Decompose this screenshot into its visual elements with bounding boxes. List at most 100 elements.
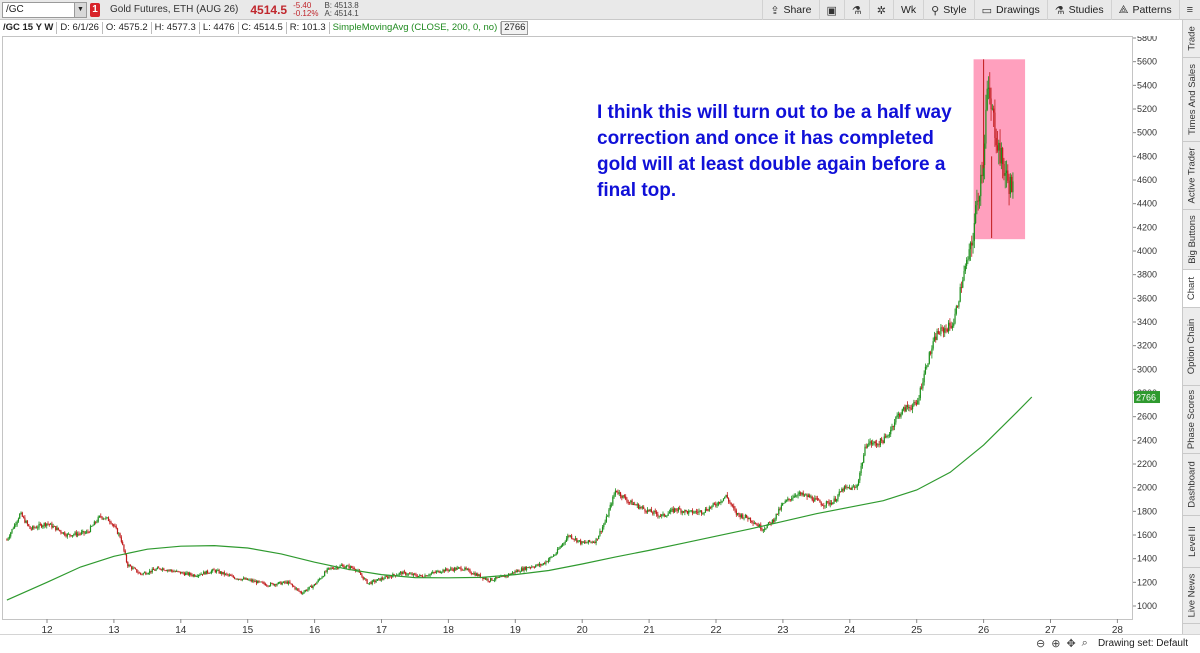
- side-tab-dashboard[interactable]: Dashboard: [1183, 454, 1200, 516]
- candle-body: [60, 530, 62, 533]
- drawing-set-selector[interactable]: Drawing set: Default: [1097, 638, 1188, 649]
- candle-body: [954, 313, 956, 324]
- y-tick-label: 1400: [1137, 554, 1157, 564]
- candle-body: [859, 472, 861, 481]
- candle-body: [464, 567, 466, 570]
- symbol-input[interactable]: /GC ▼: [2, 1, 87, 18]
- candle-body: [154, 570, 156, 571]
- x-tick-label: 25: [911, 625, 923, 636]
- candle-body: [758, 524, 761, 527]
- candle-body: [928, 352, 930, 364]
- candle-body: [10, 532, 12, 537]
- side-tab-trade[interactable]: Trade: [1183, 20, 1200, 58]
- candle-body: [351, 566, 353, 568]
- x-tick-label: 18: [443, 625, 455, 636]
- candle-body: [690, 510, 692, 512]
- candle-body: [212, 569, 214, 571]
- more-button[interactable]: ≡: [1178, 0, 1200, 20]
- info-symbol: /GC 15 Y W: [0, 22, 58, 34]
- candle-body: [526, 567, 528, 570]
- info-study[interactable]: SimpleMovingAvg (CLOSE, 200, 0, no): [330, 22, 502, 34]
- zoom-out-icon[interactable]: ⊖: [1036, 638, 1046, 650]
- x-tick-label: 26: [978, 625, 990, 636]
- side-tab-live-news[interactable]: Live News: [1183, 568, 1200, 624]
- candle-body: [316, 582, 318, 585]
- side-tab-times-and-sales[interactable]: Times And Sales: [1183, 58, 1200, 142]
- candle-body: [883, 436, 885, 444]
- magnifier-icon[interactable]: ⌕: [1081, 637, 1088, 649]
- sma-value-label: 2766: [1136, 393, 1156, 403]
- style-button[interactable]: ⚲ Style: [923, 0, 973, 20]
- candle-body: [648, 509, 650, 511]
- annotation-text[interactable]: I think this will turn out to be a half …: [597, 102, 952, 201]
- side-tab-level-ii[interactable]: Level II: [1183, 516, 1200, 568]
- candle-body: [222, 572, 224, 574]
- candle-body: [663, 513, 665, 517]
- candle-body: [950, 325, 952, 328]
- candle-body: [774, 518, 776, 522]
- pan-icon[interactable]: ✥: [1066, 638, 1076, 650]
- patterns-button[interactable]: ⟁ Patterns: [1110, 0, 1179, 20]
- candle-body: [661, 514, 663, 516]
- candle-body: [434, 572, 436, 574]
- candle-body: [83, 531, 85, 534]
- style-label: Style: [943, 4, 967, 16]
- style-icon: ⚲: [931, 4, 940, 17]
- candle-body: [504, 576, 506, 578]
- candle-body: [749, 517, 752, 521]
- candle-body: [933, 336, 936, 342]
- share-label: Share: [783, 4, 812, 16]
- candle-body: [28, 524, 30, 527]
- candle-body: [466, 569, 469, 570]
- candle-body: [501, 576, 503, 578]
- candle-body: [549, 557, 551, 560]
- candle-body: [435, 571, 438, 573]
- candle-body: [515, 571, 517, 572]
- side-tab-option-chain[interactable]: Option Chain: [1183, 308, 1200, 386]
- candle-body: [537, 564, 539, 566]
- candle-body: [805, 494, 807, 496]
- template-button[interactable]: ▣: [818, 0, 844, 20]
- candle-body: [381, 578, 384, 579]
- patterns-icon: ⟁: [1118, 3, 1129, 16]
- price-chart[interactable]: 1000120014001600180020002200240026002800…: [0, 36, 1200, 636]
- candle-body: [604, 521, 606, 525]
- candle-body: [282, 581, 285, 583]
- candle-body: [667, 513, 669, 516]
- flask-button[interactable]: ⚗: [843, 0, 869, 20]
- candle-body: [125, 554, 128, 563]
- candle-body: [896, 414, 898, 417]
- candle-body: [728, 498, 730, 502]
- candle-body: [941, 327, 943, 329]
- candle-body: [730, 502, 732, 505]
- candle-body: [944, 328, 946, 333]
- candle-body: [689, 510, 691, 512]
- info-range: R: 101.3: [287, 22, 330, 34]
- y-tick-label: 1800: [1137, 506, 1157, 516]
- side-tab-active-trader[interactable]: Active Trader: [1183, 142, 1200, 210]
- side-tab-phase-scores[interactable]: Phase Scores: [1183, 386, 1200, 454]
- chevron-down-icon[interactable]: ▼: [74, 2, 86, 17]
- candle-body: [61, 532, 63, 534]
- candle-body: [1009, 176, 1011, 194]
- share-button[interactable]: ⇪ Share: [762, 0, 818, 20]
- candle-body: [535, 565, 537, 568]
- candle-body: [39, 523, 41, 525]
- side-tab-chart[interactable]: Chart: [1183, 270, 1200, 308]
- candle-body: [363, 578, 366, 580]
- drawings-button[interactable]: ▭ Drawings: [973, 0, 1047, 20]
- candle-body: [293, 585, 295, 587]
- link-badge[interactable]: 1: [90, 2, 100, 17]
- candle-body: [294, 586, 296, 590]
- studies-button[interactable]: ⚗ Studies: [1046, 0, 1111, 20]
- side-tab-big-buttons[interactable]: Big Buttons: [1183, 210, 1200, 270]
- gear-icon: ✲: [876, 4, 886, 17]
- period-button[interactable]: Wk: [893, 0, 923, 20]
- candle-body: [761, 529, 763, 531]
- candle-body: [711, 505, 713, 508]
- candle-body: [676, 509, 678, 511]
- candle-body: [331, 567, 333, 569]
- settings-button[interactable]: ✲: [868, 0, 893, 20]
- candle-body: [996, 145, 999, 151]
- zoom-in-icon[interactable]: ⊕: [1051, 638, 1061, 650]
